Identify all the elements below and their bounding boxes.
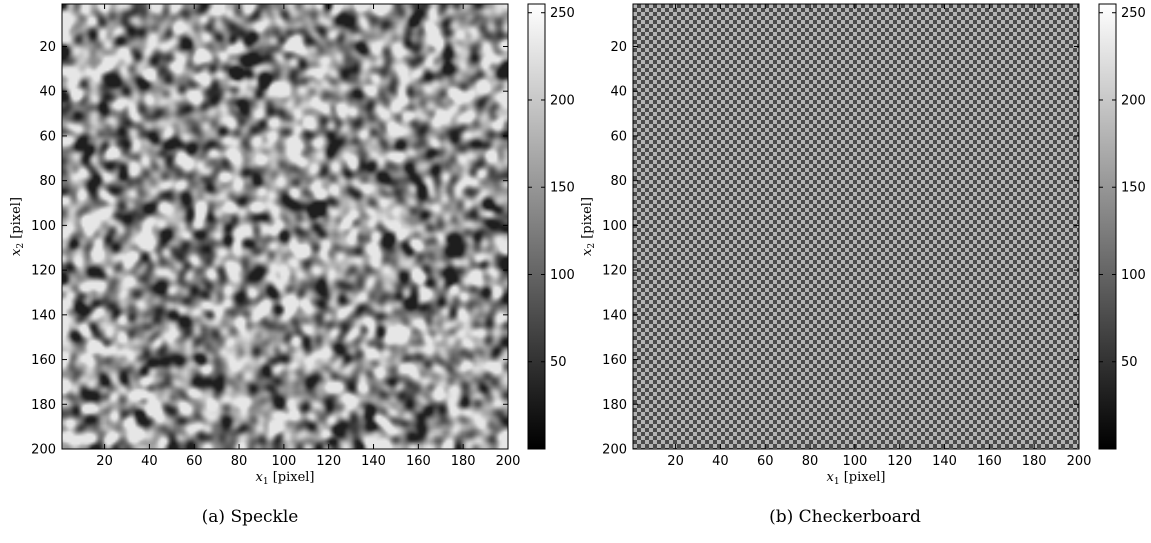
panel-speckle: 20 40 60 80 100 120 140 160 180 200 20 40 60 80 100 120…	[9, 3, 575, 527]
x-tick-label: 100	[842, 454, 867, 469]
y-tick-label: 140	[602, 308, 627, 323]
y-tick-label: 180	[31, 398, 56, 413]
x-tick-label: 20	[667, 454, 684, 469]
x-tick-label: 180	[1022, 454, 1047, 469]
colorbar	[1098, 3, 1117, 450]
y-tick-label: 40	[39, 85, 56, 100]
x-tick-label: 200	[1067, 454, 1092, 469]
panel-caption: (b) Checkerboard	[769, 507, 921, 527]
axes-box	[632, 3, 1080, 450]
y-tick-label: 20	[39, 40, 56, 55]
panel-checkerboard: 20 40 60 80 100 120 140 160 180 200 20 40 60 80 100 120…	[580, 3, 1146, 527]
x-tick-label: 20	[96, 454, 113, 469]
colorbar	[527, 3, 546, 450]
colorbar-tick-label: 50	[1121, 355, 1138, 370]
x-tick-label: 40	[712, 454, 729, 469]
panel-caption: (a) Speckle	[202, 507, 299, 527]
axes-box	[61, 3, 509, 450]
x-tick-label: 200	[496, 454, 521, 469]
colorbar-tick-label: 100	[550, 268, 575, 283]
colorbar-tick-label: 250	[1121, 6, 1146, 21]
colorbar-tick-label: 250	[550, 6, 575, 21]
y-tick-label: 140	[31, 308, 56, 323]
x-tick-label: 160	[977, 454, 1002, 469]
y-tick-label: 60	[610, 129, 627, 144]
colorbar-tick-label: 200	[1121, 93, 1146, 108]
x-tick-label: 60	[186, 454, 203, 469]
colorbar-tick-label: 100	[1121, 268, 1146, 283]
x-tick-label: 140	[932, 454, 957, 469]
x-axis-label: x1 [pixel]	[826, 470, 885, 487]
colorbar-tick-label: 200	[550, 93, 575, 108]
y-tick-label: 20	[610, 40, 627, 55]
x-tick-label: 140	[361, 454, 386, 469]
y-tick-label: 80	[610, 174, 627, 189]
y-tick-label: 200	[31, 443, 56, 458]
y-tick-label: 100	[602, 219, 627, 234]
y-tick-label: 200	[602, 443, 627, 458]
x-tick-label: 40	[141, 454, 158, 469]
colorbar-tick-label: 150	[1121, 181, 1146, 196]
x-tick-label: 160	[406, 454, 431, 469]
y-tick-label: 160	[31, 353, 56, 368]
x-tick-label: 120	[887, 454, 912, 469]
y-tick-label: 180	[602, 398, 627, 413]
y-tick-label: 100	[31, 219, 56, 234]
x-tick-label: 100	[271, 454, 296, 469]
checkerboard-image	[633, 4, 1079, 449]
speckle-image	[62, 4, 508, 449]
x-axis-label: x1 [pixel]	[255, 470, 314, 487]
x-tick-label: 120	[316, 454, 341, 469]
y-tick-label: 160	[602, 353, 627, 368]
x-tick-label: 180	[451, 454, 476, 469]
y-tick-label: 40	[610, 85, 627, 100]
x-tick-label: 60	[757, 454, 774, 469]
colorbar-tick-label: 150	[550, 181, 575, 196]
x-tick-label: 80	[802, 454, 819, 469]
x-tick-label: 80	[231, 454, 248, 469]
y-axis-label: x2 [pixel]	[9, 197, 26, 256]
y-tick-label: 120	[602, 264, 627, 279]
y-tick-label: 60	[39, 129, 56, 144]
y-tick-label: 80	[39, 174, 56, 189]
y-axis-label: x2 [pixel]	[580, 197, 597, 256]
y-tick-label: 120	[31, 264, 56, 279]
colorbar-tick-label: 50	[550, 355, 567, 370]
